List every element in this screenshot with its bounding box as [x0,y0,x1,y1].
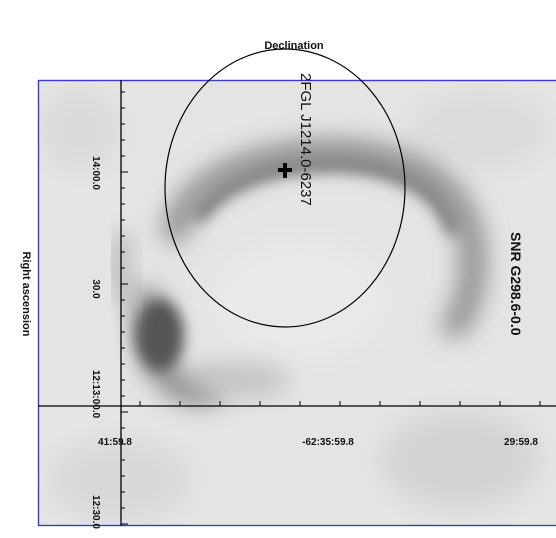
greyscale-sky-image [38,80,556,526]
declination-label: Declination [264,40,324,52]
left-tick-label: 12:30.0 [90,495,101,529]
bottom-tick-label: -62:35:59.8 [302,437,354,448]
plus-cross-icon [278,163,292,178]
bottom-tick-label: 29:59.8 [504,437,538,448]
bottom-tick-label: 41:59.8 [98,437,132,448]
snr-shell [162,138,487,338]
source-name-label: 2FGL J1214.0-6237 [297,73,314,206]
left-tick-label: 30.0 [90,279,101,299]
error-ellipse [164,48,406,328]
left-tick-label: 14:00.0 [90,156,101,190]
snr-name-label: SNR G298.6-0.0 [508,232,524,336]
vertical-axis-ticks [121,91,128,525]
left-tick-label: 12:13:00.0 [90,370,101,419]
horizontal-axis-ticks [139,401,541,406]
right-ascension-label: Right ascension [20,252,32,337]
image-frame [37,79,556,527]
